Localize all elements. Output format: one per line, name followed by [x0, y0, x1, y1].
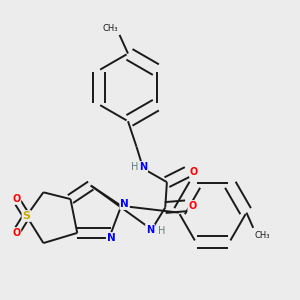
Text: H: H [158, 226, 166, 236]
Text: S: S [22, 211, 31, 221]
Text: O: O [12, 194, 20, 204]
Text: O: O [190, 167, 198, 177]
Text: N: N [120, 199, 129, 209]
Text: O: O [12, 228, 20, 238]
Text: N: N [139, 162, 147, 172]
Text: H: H [131, 162, 139, 172]
Text: N: N [146, 224, 154, 235]
Text: N: N [107, 233, 116, 243]
Text: CH₃: CH₃ [102, 24, 118, 33]
Text: O: O [188, 201, 196, 211]
Text: CH₃: CH₃ [255, 231, 270, 240]
